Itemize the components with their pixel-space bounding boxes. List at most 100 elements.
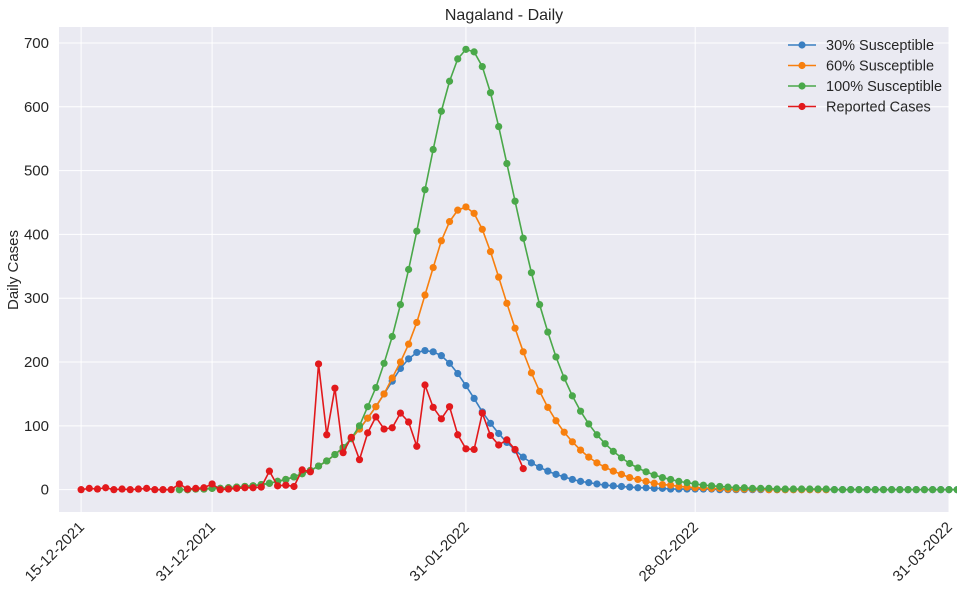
data-point: [879, 486, 888, 494]
data-point: [437, 237, 445, 245]
data-point: [920, 486, 929, 494]
data-point: [445, 359, 454, 367]
data-point: [503, 299, 511, 307]
data-point: [380, 425, 388, 433]
data-point: [585, 453, 593, 461]
data-point: [167, 486, 175, 494]
data-point: [380, 359, 388, 367]
data-point: [511, 445, 519, 454]
data-point: [216, 486, 224, 494]
data-point: [364, 429, 372, 437]
data-point: [421, 291, 429, 299]
data-point: [175, 486, 183, 494]
data-point: [617, 470, 626, 478]
data-point: [265, 467, 274, 475]
data-point: [544, 467, 552, 475]
data-point: [454, 369, 462, 378]
data-point: [699, 481, 707, 489]
data-point: [552, 470, 560, 478]
data-point: [560, 374, 568, 382]
data-point: [683, 479, 691, 487]
data-point: [282, 475, 290, 484]
data-point: [585, 420, 593, 428]
data-point: [650, 479, 658, 487]
y-tick-label: 500: [24, 163, 49, 180]
data-point: [626, 459, 634, 468]
data-point: [445, 77, 454, 85]
data-point: [576, 407, 585, 415]
data-point: [421, 346, 429, 355]
data-point: [470, 394, 478, 403]
data-point: [519, 234, 527, 242]
data-point: [421, 186, 429, 194]
legend-label: 30% Susceptible: [826, 38, 934, 54]
data-point: [478, 225, 486, 233]
data-point: [593, 480, 601, 488]
data-point: [822, 485, 830, 493]
data-point: [929, 486, 937, 494]
data-point: [503, 159, 511, 168]
x-axis: 15-12-2021 31-12-2021 31-01-2022 28-02-2022…: [22, 519, 956, 585]
data-point: [838, 486, 847, 494]
data-point: [396, 409, 405, 417]
data-point: [527, 369, 536, 377]
data-point: [249, 484, 257, 492]
data-point: [642, 477, 650, 485]
data-point: [740, 484, 748, 492]
data-point: [143, 484, 151, 492]
data-point: [102, 484, 110, 492]
data-point: [306, 468, 314, 476]
data-point: [519, 348, 527, 356]
data-point: [519, 453, 527, 461]
data-point: [282, 481, 290, 489]
data-point: [486, 431, 495, 440]
data-point: [413, 442, 421, 450]
data-point: [192, 484, 200, 492]
data-point: [331, 450, 339, 459]
data-point: [626, 483, 634, 491]
data-point: [462, 445, 470, 453]
data-point: [781, 485, 789, 493]
data-point: [519, 465, 527, 473]
data-point: [224, 485, 233, 493]
data-point: [372, 403, 380, 411]
data-point: [585, 479, 593, 487]
data-point: [413, 227, 421, 235]
data-point: [552, 417, 560, 425]
data-point: [544, 328, 552, 336]
data-point: [159, 486, 167, 494]
data-point: [634, 464, 642, 472]
legend-item: Reported Cases: [788, 100, 931, 116]
data-point: [617, 482, 626, 491]
data-point: [445, 218, 454, 226]
data-point: [405, 340, 413, 348]
y-axis-label: Daily Cases: [5, 230, 22, 310]
data-point: [544, 403, 552, 411]
data-point: [642, 484, 650, 492]
data-point: [134, 485, 143, 493]
data-point: [364, 414, 372, 422]
data-point: [798, 485, 806, 493]
data-point: [904, 486, 912, 494]
data-point: [470, 209, 478, 217]
legend-item: 30% Susceptible: [788, 38, 934, 54]
data-point: [748, 484, 757, 492]
data-point: [429, 348, 437, 356]
series-3: [77, 360, 527, 494]
data-point: [314, 360, 323, 368]
x-tick-label: 28-02-2022: [636, 519, 702, 585]
data-point: [323, 431, 331, 439]
data-point: [495, 429, 503, 438]
x-tick-label: 31-03-2022: [890, 519, 956, 585]
data-point: [650, 471, 658, 479]
data-point: [789, 485, 798, 493]
data-point: [118, 485, 126, 493]
data-point: [568, 392, 576, 400]
data-point: [233, 484, 241, 492]
data-point: [462, 203, 470, 211]
data-point: [93, 485, 102, 493]
data-point: [601, 463, 609, 471]
data-point: [290, 482, 298, 491]
data-point: [937, 486, 945, 494]
